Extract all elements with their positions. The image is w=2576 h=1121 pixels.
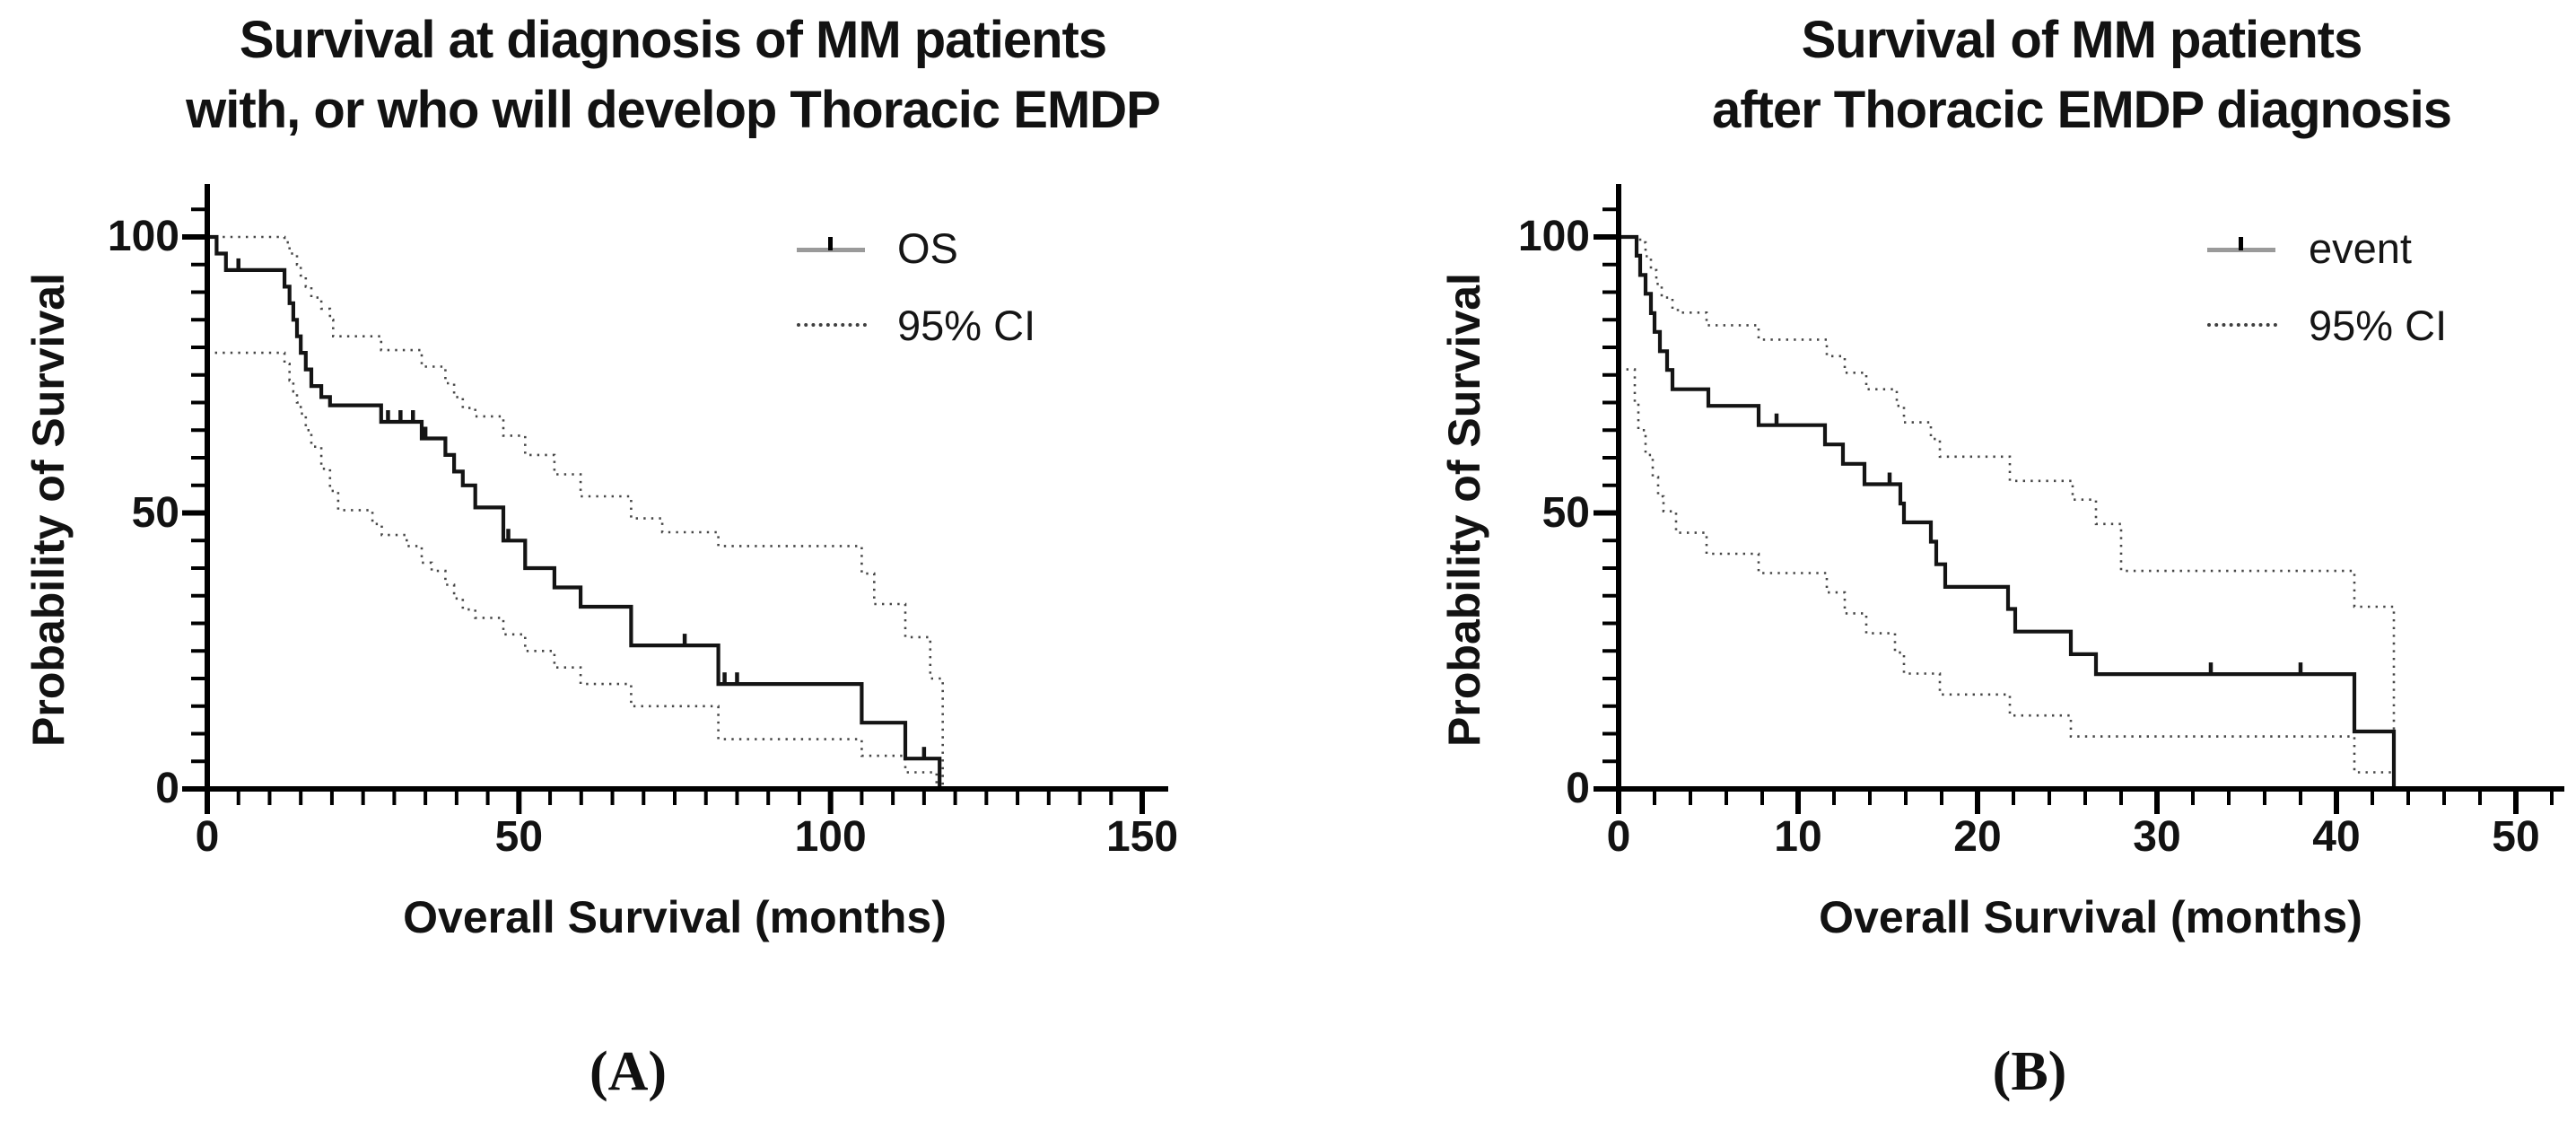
ci-curve-lower-a — [207, 351, 939, 789]
panel-b-letter: (B) — [1992, 1041, 2067, 1102]
y-tick-label-a: 100 — [107, 213, 179, 260]
panel-a-legend-ci-label: 95% CI — [897, 302, 1036, 349]
y-tick-label-b: 100 — [1517, 213, 1590, 260]
panel-b-title: Survival of MM patients after Thoracic E… — [1498, 5, 2576, 145]
panel-b-title-line-2: after Thoracic EMDP diagnosis — [1711, 81, 2452, 139]
censor-tick-icon — [2239, 237, 2243, 250]
x-tick-label-b: 30 — [2133, 813, 2181, 861]
panel-b-legend-ci-label: 95% CI — [2309, 302, 2448, 349]
panel-b-legend-ci-line-sample — [2207, 323, 2277, 327]
x-tick-label-a: 150 — [1105, 813, 1179, 861]
panel-b-title-line-1: Survival of MM patients — [1801, 11, 2363, 69]
x-tick-label-b: 50 — [2492, 813, 2540, 861]
y-tick-label-a: 0 — [155, 765, 179, 812]
panel-a-legend-ci-line-sample — [797, 323, 867, 327]
panel-a-legend-os-label: OS — [897, 224, 958, 272]
panel-b-x-axis-label: Overall Survival (months) — [1819, 892, 2362, 942]
x-tick-label-a: 50 — [494, 813, 544, 861]
panel-a-title: Survival at diagnosis of MM patients wit… — [90, 5, 1256, 145]
y-tick-label-b: 50 — [1541, 488, 1590, 537]
censor-tick-icon — [828, 237, 833, 250]
km-curve-b — [1619, 234, 2397, 789]
km-curve-a — [207, 234, 942, 789]
x-tick-label-b: 20 — [1953, 813, 2002, 861]
x-tick-label-b: 40 — [2312, 813, 2361, 861]
panel-a-x-axis-label: Overall Survival (months) — [403, 892, 947, 942]
panel-b-legend-event-label: event — [2309, 224, 2412, 272]
panel-a-title-line-2: with, or who will develop Thoracic EMDP — [186, 81, 1161, 139]
x-tick-label-b: 0 — [1606, 813, 1631, 861]
ci-curve-upper-a — [207, 235, 944, 789]
y-tick-label-a: 50 — [131, 488, 179, 537]
panel-b-legend-event-line-sample — [2207, 237, 2275, 252]
y-tick-label-b: 0 — [1566, 765, 1590, 812]
panel-a-title-line-1: Survival at diagnosis of MM patients — [239, 11, 1107, 69]
ci-curve-lower-b — [1619, 368, 2396, 789]
ci-curve-upper-b — [1619, 235, 2396, 789]
x-tick-label-a: 100 — [794, 813, 867, 861]
x-tick-label-b: 10 — [1774, 813, 1822, 861]
x-tick-label-a: 0 — [195, 813, 220, 861]
panel-a-legend-os-line-sample — [797, 237, 865, 252]
panel-a-letter: (A) — [589, 1041, 668, 1102]
